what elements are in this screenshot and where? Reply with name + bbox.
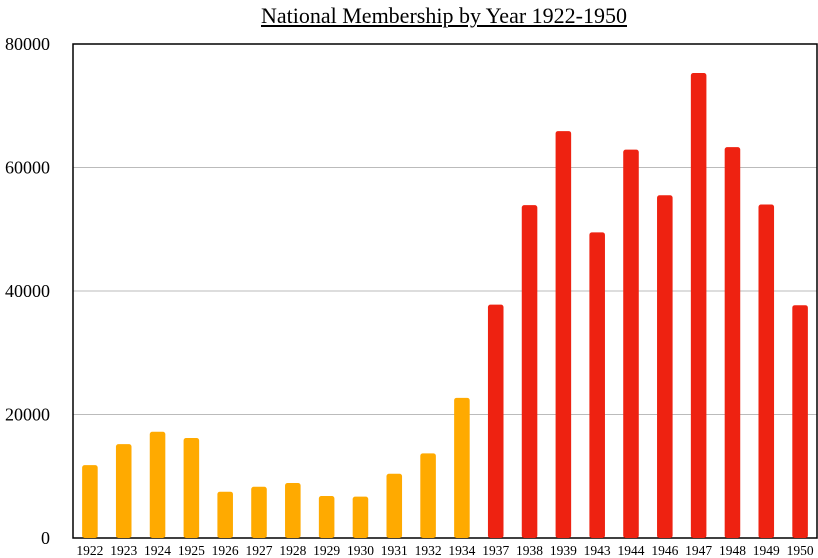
x-tick-label: 1930 bbox=[347, 543, 374, 558]
x-tick-label: 1934 bbox=[448, 543, 475, 558]
bar bbox=[386, 473, 403, 538]
bar bbox=[623, 149, 639, 538]
x-tick-label: 1923 bbox=[110, 543, 137, 558]
bar bbox=[352, 496, 369, 538]
bar bbox=[792, 305, 808, 538]
x-tick-label: 1937 bbox=[482, 543, 509, 558]
bar bbox=[724, 147, 741, 538]
x-tick-label: 1931 bbox=[381, 543, 408, 558]
x-tick-label: 1922 bbox=[76, 543, 103, 558]
bar bbox=[285, 483, 301, 538]
x-tick-label: 1927 bbox=[246, 543, 273, 558]
bar bbox=[318, 496, 335, 538]
bar bbox=[758, 204, 775, 539]
x-tick-label: 1939 bbox=[550, 543, 577, 558]
bar bbox=[521, 205, 538, 539]
bar bbox=[690, 73, 707, 539]
bar bbox=[82, 465, 98, 538]
y-tick-label: 60000 bbox=[5, 158, 50, 178]
x-tick-label: 1944 bbox=[618, 543, 645, 558]
bar bbox=[251, 486, 267, 538]
y-tick-label: 0 bbox=[41, 528, 50, 548]
x-tick-label: 1947 bbox=[685, 543, 712, 558]
y-tick-label: 40000 bbox=[5, 281, 50, 301]
x-tick-label: 1926 bbox=[212, 543, 239, 558]
bar bbox=[149, 431, 166, 538]
bar bbox=[487, 304, 504, 538]
x-tick-label: 1943 bbox=[584, 543, 611, 558]
x-tick-label: 1924 bbox=[144, 543, 171, 558]
bar bbox=[657, 195, 673, 538]
x-tick-label: 1929 bbox=[313, 543, 340, 558]
bar bbox=[420, 453, 436, 538]
bar bbox=[115, 444, 132, 538]
x-tick-label: 1946 bbox=[651, 543, 678, 558]
x-tick-label: 1932 bbox=[415, 543, 442, 558]
plot-frame bbox=[72, 43, 818, 539]
x-tick-label: 1948 bbox=[719, 543, 746, 558]
x-tick-label: 1949 bbox=[753, 543, 780, 558]
bar bbox=[183, 437, 200, 538]
x-tick-label: 1925 bbox=[178, 543, 205, 558]
bar bbox=[555, 131, 572, 538]
bar bbox=[217, 491, 233, 538]
y-tick-label: 20000 bbox=[5, 405, 50, 425]
y-tick-label: 80000 bbox=[5, 34, 50, 54]
chart-title: National Membership by Year 1922-1950 bbox=[260, 3, 627, 28]
x-tick-label: 1928 bbox=[279, 543, 306, 558]
bar bbox=[454, 397, 470, 538]
bar bbox=[589, 232, 605, 538]
x-tick-label: 1938 bbox=[516, 543, 543, 558]
x-tick-label: 1950 bbox=[787, 543, 814, 558]
